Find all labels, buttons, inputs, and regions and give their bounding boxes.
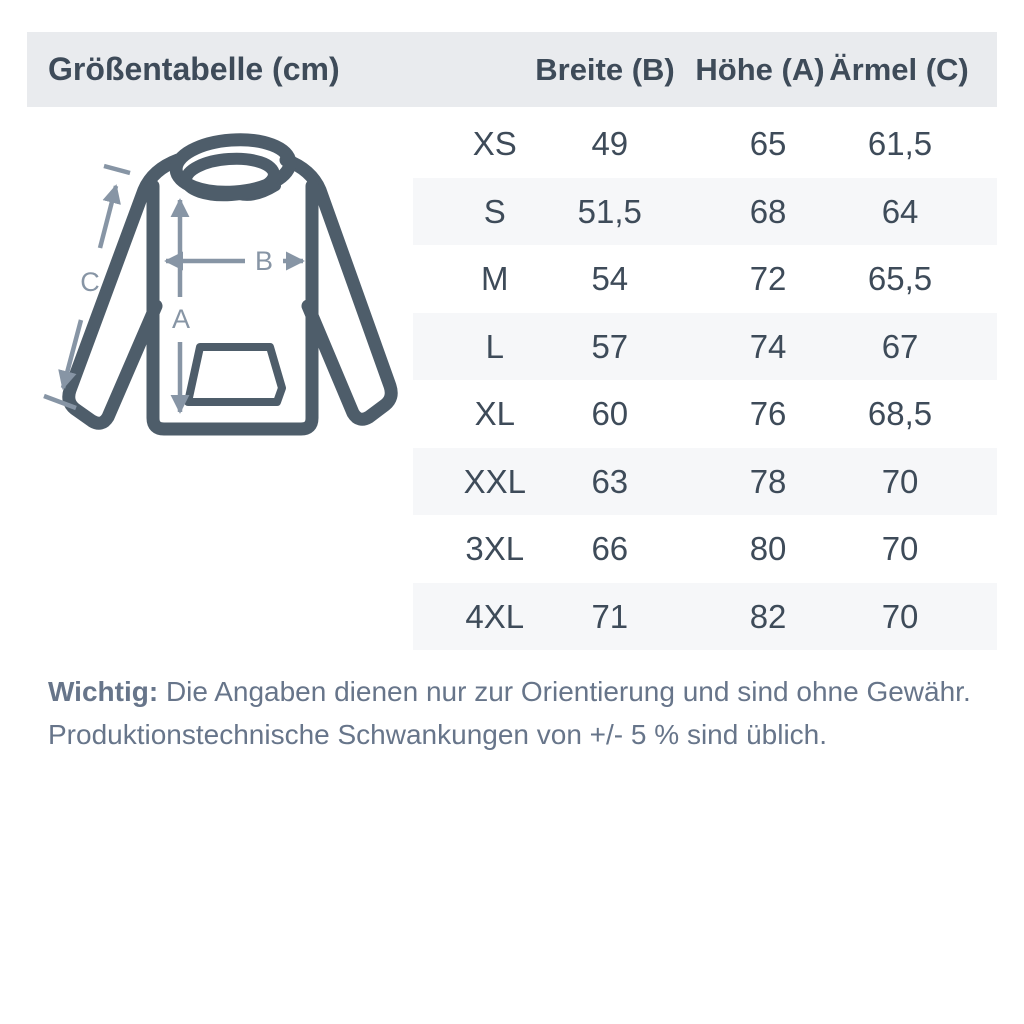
aermel-cell: 70 [881,462,919,500]
table-row: S 51,5 68 64 [413,177,997,245]
table-row: L 57 74 67 [413,312,997,380]
breite-cell: 66 [591,530,629,567]
hoehe-cell: 68 [749,192,787,230]
hoehe-cell: 82 [749,597,787,635]
measurement-label-b: B [255,246,273,276]
hoehe-cell: 76 [749,395,787,432]
aermel-cell: 64 [881,192,919,230]
hoehe-cell: 65 [749,125,787,162]
breite-cell: 51,5 [577,192,642,230]
disclaimer-text: Wichtig: Die Angaben dienen nur zur Orie… [48,670,993,756]
size-cell: XS [472,125,517,162]
table-header-band: Größentabelle (cm) Breite (B) Höhe (A) Ä… [27,32,997,107]
breite-cell: 57 [591,327,629,365]
hoehe-cell: 78 [749,462,787,500]
hoodie-outline-icon [62,133,398,436]
sleeve-arrow-c [43,163,131,411]
hoehe-cell: 80 [749,530,787,567]
aermel-cell: 70 [881,530,919,567]
aermel-cell: 68,5 [867,395,933,432]
column-header-hoehe: Höhe (A) [695,52,825,87]
size-cell: XL [474,395,515,432]
table-row: 4XL 71 82 70 [413,582,997,650]
table-row: XXL 63 78 70 [413,447,997,515]
breite-cell: 60 [591,395,629,432]
size-cell: XXL [463,462,526,500]
hoehe-cell: 72 [749,260,787,297]
size-cell: S [483,192,506,230]
table-row: 3XL 66 80 70 [413,515,997,583]
aermel-cell: 61,5 [867,125,933,162]
aermel-cell: 70 [881,597,919,635]
breite-cell: 71 [591,597,629,635]
page-title: Größentabelle (cm) [48,51,340,87]
disclaimer-line-1: Wichtig: Die Angaben dienen nur zur Orie… [48,676,971,707]
hoehe-cell: 74 [749,327,787,365]
measurement-label-a: A [172,304,190,334]
table-row: M 54 72 65,5 [413,245,997,313]
size-table: XS 49 65 61,5 S 51,5 68 64 M 54 72 65,5 … [413,110,997,650]
breite-cell: 63 [591,462,629,500]
column-header-breite: Breite (B) [535,52,675,87]
size-cell: 3XL [465,530,525,567]
measurement-label-c: C [80,267,100,297]
breite-cell: 54 [591,260,629,297]
disclaimer-label: Wichtig: [48,676,159,707]
size-cell: M [481,260,509,297]
size-cell: L [485,327,504,365]
aermel-cell: 65,5 [867,260,933,297]
size-cell: 4XL [465,597,525,635]
breite-cell: 49 [591,125,629,162]
table-row: XL 60 76 68,5 [413,380,997,448]
disclaimer-line-2: Produktionstechnische Schwankungen von +… [48,719,828,750]
aermel-cell: 67 [881,327,919,365]
hoodie-measurement-diagram: B A C [43,133,398,436]
column-header-aermel: Ärmel (C) [829,52,969,87]
table-row: XS 49 65 61,5 [413,110,997,178]
